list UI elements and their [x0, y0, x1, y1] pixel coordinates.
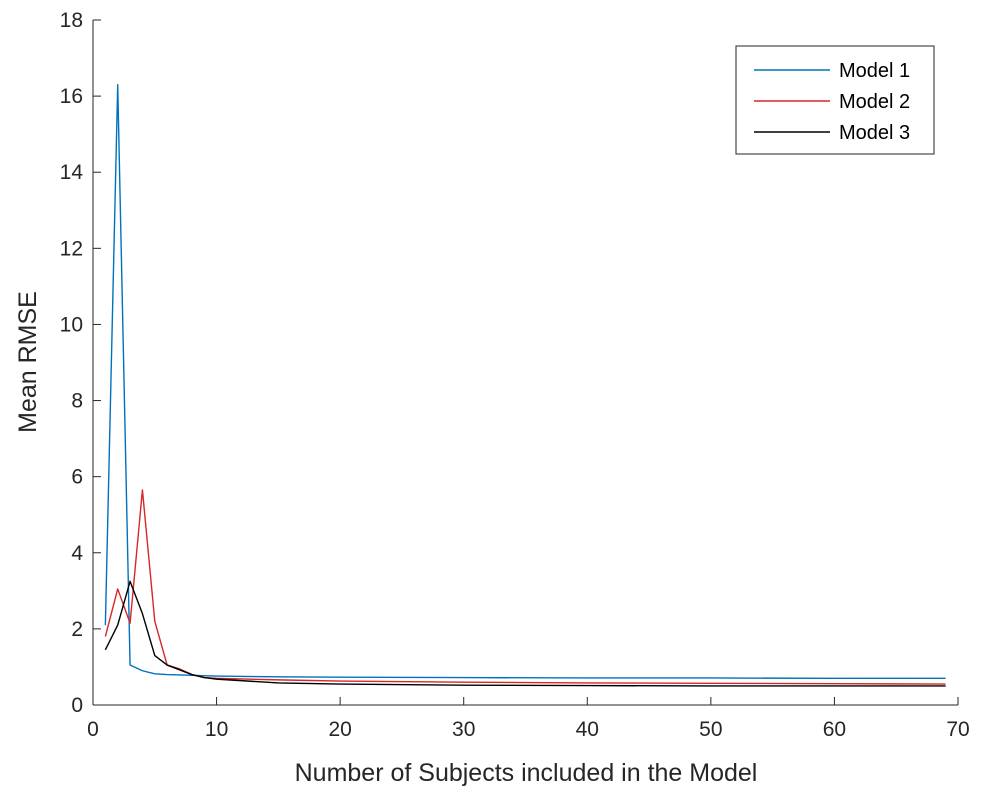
- legend: Model 1 Model 2 Model 3: [735, 45, 935, 155]
- y-tick-label: 14: [60, 161, 84, 184]
- x-tick-label: 50: [699, 718, 722, 741]
- y-tick-label: 16: [60, 85, 83, 108]
- y-tick-label: 6: [71, 466, 83, 489]
- series-line-model-2: [104, 489, 946, 685]
- x-tick-label: 70: [946, 718, 969, 741]
- series-layer: [104, 83, 946, 687]
- x-tick-label: 0: [87, 718, 99, 741]
- x-tick-label: 20: [328, 718, 351, 741]
- x-tick-label: 40: [576, 718, 599, 741]
- series-line-model-1: [104, 83, 946, 680]
- legend-box: [735, 45, 935, 155]
- y-tick-label: 10: [60, 313, 83, 336]
- y-tick-label: 18: [60, 9, 83, 32]
- legend-label-model-3: Model 3: [839, 122, 910, 144]
- y-tick-label: 2: [71, 618, 83, 641]
- x-tick-label: 30: [452, 718, 475, 741]
- series-line-model-3: [104, 580, 946, 687]
- y-tick-label: 12: [60, 237, 83, 260]
- y-tick-label: 8: [71, 390, 83, 413]
- axes: 0 10 20 30 40 50 60 70 0 2 4 6 8 10 12 14 16 18: [60, 9, 970, 741]
- x-tick-label: 60: [823, 718, 846, 741]
- y-axis-title: Mean RMSE: [14, 291, 42, 433]
- x-axis-title: Number of Subjects included in the Model: [295, 759, 758, 787]
- y-tick-label: 0: [71, 694, 83, 717]
- legend-label-model-1: Model 1: [839, 60, 910, 82]
- x-tick-label: 10: [205, 718, 228, 741]
- y-tick-label: 4: [71, 542, 83, 565]
- legend-label-model-2: Model 2: [839, 91, 910, 113]
